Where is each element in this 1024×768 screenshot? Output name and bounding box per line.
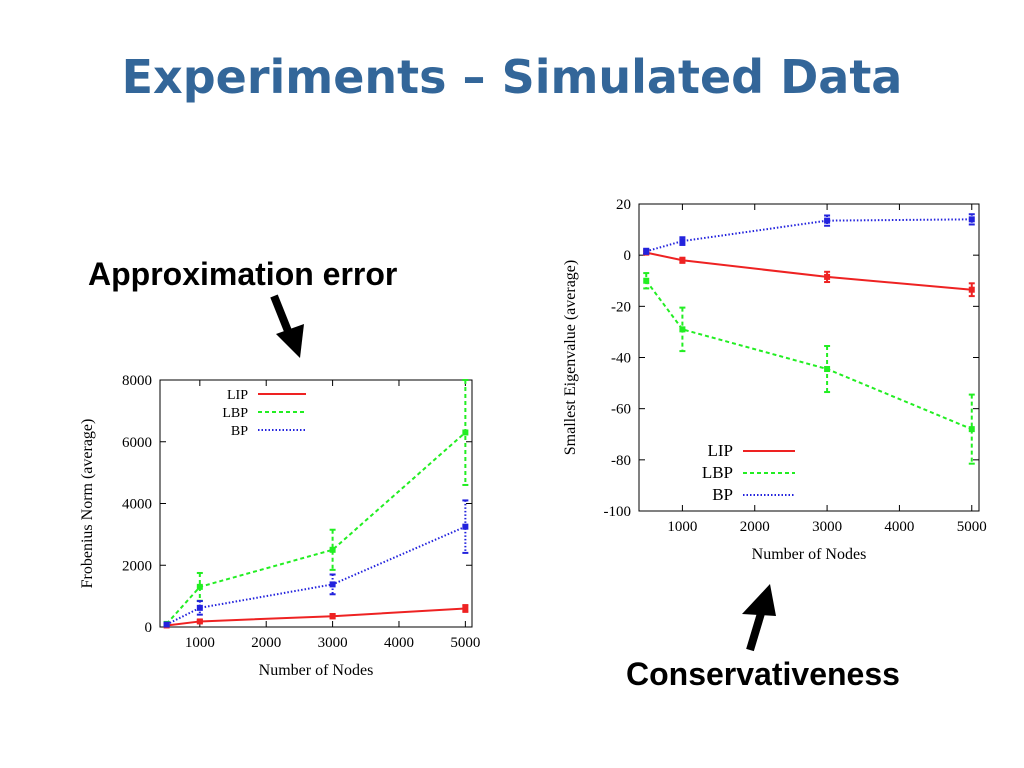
- slide-title: Experiments – Simulated Data: [121, 50, 903, 104]
- legend-label: BP: [712, 485, 733, 504]
- y-tick-label: -20: [611, 299, 631, 315]
- x-axis-label: Number of Nodes: [259, 662, 374, 679]
- data-point: [196, 583, 203, 590]
- series-bp: [643, 213, 975, 255]
- data-point: [196, 618, 203, 625]
- data-point: [968, 216, 975, 223]
- x-tick-label: 1000: [667, 519, 697, 535]
- x-tick-label: 4000: [384, 635, 414, 651]
- x-tick-label: 2000: [251, 635, 281, 651]
- data-point: [643, 277, 650, 284]
- series-line: [646, 251, 972, 291]
- y-axis-label: Frobenius Norm (average): [79, 419, 96, 589]
- data-point: [462, 605, 469, 612]
- legend-label: LIP: [227, 388, 248, 403]
- arrow-down-icon: [270, 294, 304, 358]
- series-line: [645, 218, 972, 253]
- data-point: [968, 286, 975, 293]
- series-line: [166, 607, 466, 627]
- legend-label: LBP: [222, 406, 248, 421]
- y-tick-label: 4000: [122, 497, 152, 513]
- series-bp: [163, 499, 469, 628]
- series-lbp: [163, 379, 469, 627]
- data-point: [462, 429, 469, 436]
- x-tick-label: 5000: [450, 635, 480, 651]
- data-point: [968, 426, 975, 433]
- data-point: [824, 273, 831, 280]
- y-tick-label: 2000: [122, 558, 152, 574]
- legend-label: LBP: [702, 463, 733, 482]
- frobenius-norm-chart: 1000 2000 3000 4000 5000 0 2000 4000 6000 8000 Num…: [79, 373, 480, 679]
- data-point: [679, 257, 686, 264]
- y-tick-label: -60: [611, 402, 631, 418]
- data-point: [824, 217, 831, 224]
- conservativeness-callout: Conservativeness: [626, 656, 900, 692]
- x-tick-label: 1000: [185, 635, 215, 651]
- plot-frame: [159, 379, 473, 628]
- data-point: [329, 581, 336, 588]
- smallest-eigenvalue-chart: 1000 2000 3000 4000 5000 20 0 -20 -40 -60 -80 -100 N…: [562, 197, 987, 563]
- series-line: [645, 280, 973, 431]
- data-point: [163, 621, 170, 628]
- y-axis-label: Smallest Eigenvalue (average): [562, 260, 579, 455]
- legend-label: BP: [231, 424, 248, 439]
- data-point: [329, 613, 336, 620]
- data-point: [679, 238, 686, 245]
- approximation-error-callout: Approximation error: [88, 256, 398, 292]
- data-point: [462, 523, 469, 530]
- series-lip: [643, 249, 975, 298]
- y-tick-label: 0: [145, 620, 153, 636]
- data-point: [824, 366, 831, 373]
- data-point: [679, 326, 686, 333]
- y-tick-label: 6000: [122, 435, 152, 451]
- series-lbp: [643, 272, 975, 465]
- y-tick-label: -100: [604, 504, 632, 520]
- series-line: [165, 431, 467, 625]
- x-tick-label: 3000: [812, 519, 842, 535]
- arrow-up-icon: [742, 584, 776, 652]
- plot-frame: [638, 203, 980, 512]
- y-tick-label: -40: [611, 351, 631, 367]
- data-point: [643, 248, 650, 255]
- x-tick-label: 5000: [957, 519, 987, 535]
- series-lip: [163, 604, 469, 629]
- data-point: [196, 604, 203, 611]
- y-tick-label: 8000: [122, 373, 152, 389]
- series-line: [166, 525, 466, 626]
- y-tick-label: 0: [624, 248, 632, 264]
- data-point: [329, 546, 336, 553]
- x-tick-label: 3000: [318, 635, 348, 651]
- x-tick-label: 2000: [740, 519, 770, 535]
- y-tick-label: 20: [616, 197, 631, 213]
- legend-label: LIP: [708, 441, 734, 460]
- y-tick-label: -80: [611, 453, 631, 469]
- x-axis-label: Number of Nodes: [752, 546, 867, 563]
- x-tick-label: 4000: [884, 519, 914, 535]
